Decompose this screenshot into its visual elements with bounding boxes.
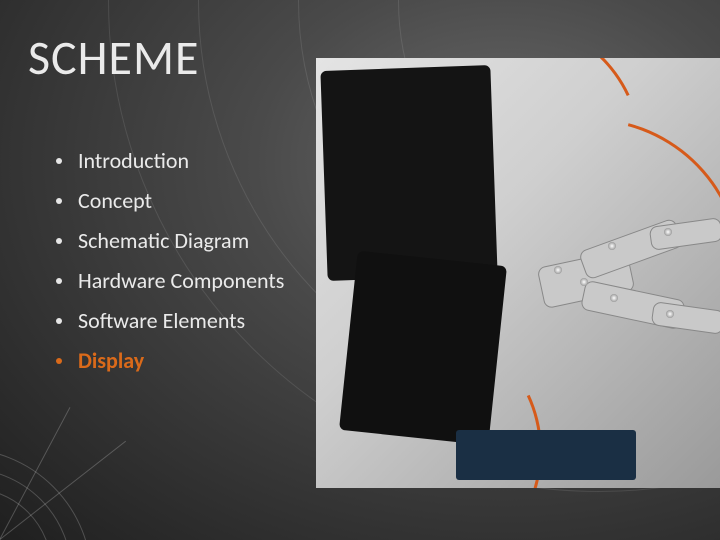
- list-item: Hardware Components: [56, 270, 284, 292]
- bullet-list: Introduction Concept Schematic Diagram H…: [56, 150, 284, 390]
- bullet-icon: [56, 318, 62, 324]
- bullet-icon: [56, 158, 62, 164]
- bullet-icon: [56, 198, 62, 204]
- list-item-label: Hardware Components: [78, 270, 284, 292]
- hero-image: [316, 58, 720, 488]
- bullet-icon: [56, 238, 62, 244]
- list-item: Concept: [56, 190, 284, 212]
- list-item-label: Software Elements: [78, 310, 245, 332]
- list-item-label: Display: [78, 350, 144, 372]
- list-item: Schematic Diagram: [56, 230, 284, 252]
- slide-title: SCHEME: [28, 28, 199, 87]
- list-item: Software Elements: [56, 310, 284, 332]
- corner-accent: [0, 390, 170, 540]
- bullet-icon: [56, 278, 62, 284]
- list-item-label: Concept: [78, 190, 152, 212]
- list-item-label: Introduction: [78, 150, 189, 172]
- list-item-label: Schematic Diagram: [78, 230, 249, 252]
- list-item: Introduction: [56, 150, 284, 172]
- bullet-icon: [56, 358, 62, 364]
- list-item-active: Display: [56, 350, 284, 372]
- slide: SCHEME Introduction Concept Schematic Di…: [0, 0, 720, 540]
